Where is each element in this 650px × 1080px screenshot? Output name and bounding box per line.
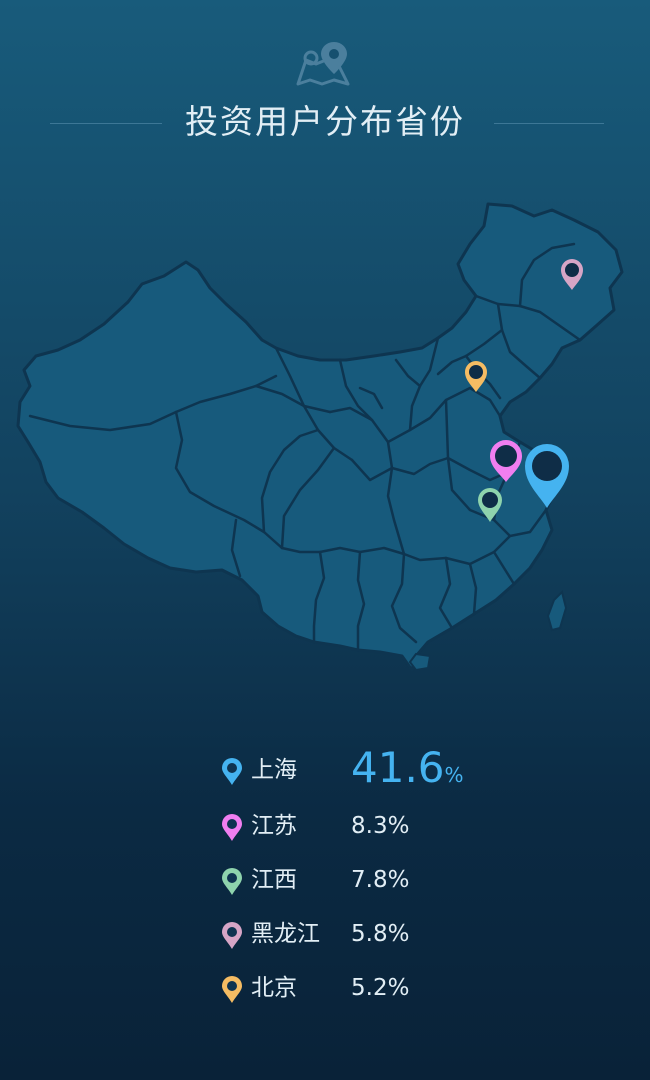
page-title: 投资用户分布省份 (185, 102, 465, 141)
province-percentage: 8.3% (351, 813, 410, 839)
province-name: 江西 (251, 867, 297, 893)
marker-shanghai (525, 444, 569, 508)
province-percentage: 5.2% (351, 975, 410, 1001)
province-name: 黑龙江 (251, 921, 320, 947)
title-divider-left (50, 123, 162, 124)
map-pin-icon (222, 758, 242, 785)
marker-jiangxi (478, 488, 502, 522)
legend-row-shanghai: 上海 41.6% (218, 742, 518, 796)
legend-row-beijing: 北京 5.2% (218, 958, 518, 1012)
map-pin-icon (222, 814, 242, 841)
province-name: 江苏 (251, 813, 297, 839)
province-name: 北京 (251, 975, 297, 1001)
province-percentage: 7.8% (351, 867, 410, 893)
china-map (16, 202, 624, 672)
map-pin-icon (296, 42, 350, 86)
marker-jiangsu (490, 440, 522, 482)
map-pin-icon (222, 976, 242, 1003)
province-name: 上海 (251, 757, 297, 783)
header: 投资用户分布省份 (0, 0, 650, 160)
legend-row-jiangsu: 江苏 8.3% (218, 796, 518, 850)
map-landmass (16, 202, 624, 672)
marker-heilongjiang (561, 259, 583, 290)
map-pin-icon (222, 868, 242, 895)
legend-row-jiangxi: 江西 7.8% (218, 850, 518, 904)
province-percentage: 41.6% (351, 743, 464, 792)
title-divider-right (494, 123, 604, 124)
legend-row-heilongjiang: 黑龙江 5.8% (218, 904, 518, 958)
province-legend: 上海 41.6% 江苏 8.3% 江西 7.8% 黑龙江 5.8% 北京 5.2… (218, 742, 518, 1012)
map-pin-icon (222, 922, 242, 949)
marker-beijing (465, 361, 487, 392)
province-percentage: 5.8% (351, 921, 410, 947)
map-markers (465, 259, 583, 522)
